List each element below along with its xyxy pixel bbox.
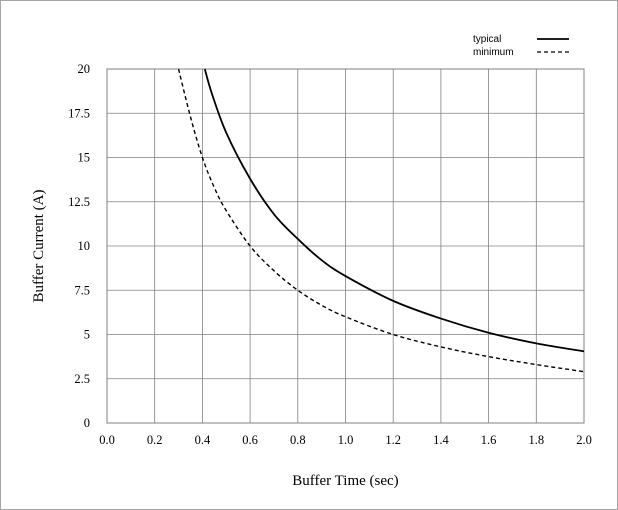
y-tick-label: 10 (78, 239, 91, 253)
y-tick-label: 12.5 (68, 195, 90, 209)
x-axis-label: Buffer Time (sec) (292, 473, 398, 489)
x-tick-label: 1.2 (385, 433, 401, 447)
y-tick-label: 15 (78, 151, 91, 165)
x-axis-ticks: 0.0 0.2 0.4 0.6 0.8 1.0 1.2 1.4 1.6 1.8 2.0 (99, 433, 592, 447)
plot-area (106, 68, 585, 424)
grid-lines (106, 68, 585, 424)
series-line-minimum (177, 68, 585, 373)
x-tick-label: 1.8 (528, 433, 544, 447)
x-tick-label: 1.6 (481, 433, 497, 447)
y-tick-label: 2.5 (74, 372, 90, 386)
x-tick-label: 2.0 (576, 433, 592, 447)
x-tick-label: 0.2 (147, 433, 163, 447)
x-tick-label: 0.6 (242, 433, 258, 447)
x-tick-label: 1.4 (433, 433, 449, 447)
legend-label-minimum: minimum (473, 47, 514, 58)
y-tick-label: 17.5 (68, 106, 90, 120)
x-tick-label: 1.0 (338, 433, 354, 447)
y-tick-label: 7.5 (74, 283, 90, 297)
series-line-typical (203, 68, 585, 353)
y-axis-ticks: 0 2.5 5 7.5 10 12.5 15 17.5 20 (68, 62, 90, 430)
x-tick-label: 0.0 (99, 433, 115, 447)
y-tick-label: 20 (78, 62, 91, 76)
y-axis-label: Buffer Current (A) (31, 189, 47, 302)
legend: typical minimum (473, 34, 569, 58)
x-tick-label: 0.8 (290, 433, 306, 447)
legend-label-typical: typical (473, 34, 501, 45)
x-tick-label: 0.4 (195, 433, 211, 447)
plot-border (106, 68, 585, 424)
y-tick-label: 0 (84, 416, 90, 430)
y-tick-label: 5 (84, 328, 90, 342)
series-group (177, 68, 585, 373)
